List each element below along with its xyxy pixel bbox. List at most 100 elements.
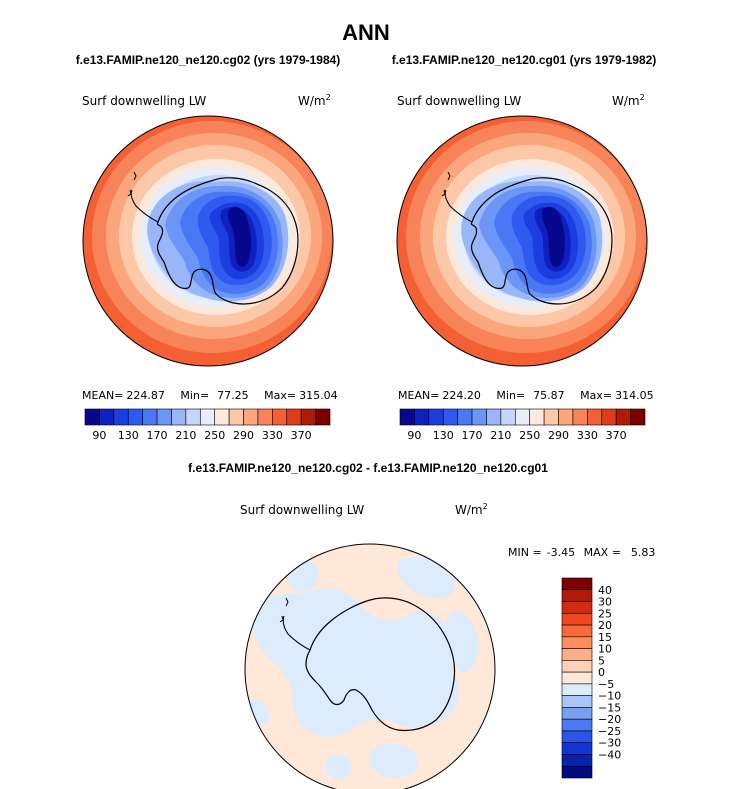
colorbar-swatch: [272, 408, 288, 426]
colorbar-tick-label: 250: [519, 429, 540, 442]
colorbar-swatch: [561, 577, 593, 591]
colorbar-tick-label: 170: [147, 429, 168, 442]
colorbar-swatch: [630, 408, 646, 426]
contour-band-minus5-to-0: [324, 754, 352, 780]
colorbar-swatch: [142, 408, 158, 426]
colorbar-tick-label: −25: [598, 725, 621, 738]
colorbar-swatch: [113, 408, 129, 426]
colorbar-tick-label: 15: [598, 631, 612, 644]
colorbar-tick-label: −5: [598, 678, 614, 691]
colorbar-swatch: [561, 707, 593, 720]
coastline-islands: [279, 597, 289, 623]
coastline-islands: [441, 171, 451, 197]
colorbar-swatch: [587, 408, 603, 426]
panel-left: f.e13.FAMIP.ne120_ne120.cg02 (yrs 1979-1…: [76, 53, 341, 442]
panel-left-map: [83, 116, 333, 366]
panel-left-units: W/m2: [298, 93, 331, 108]
colorbar-tick-label: −10: [598, 690, 621, 703]
panel-right-case-title: f.e13.FAMIP.ne120_ne120.cg01 (yrs 1979-1…: [392, 53, 657, 67]
panel-left-case-title: f.e13.FAMIP.ne120_ne120.cg02 (yrs 1979-1…: [76, 53, 341, 67]
colorbar-swatch: [561, 589, 593, 602]
contour-band-minus5-to-0: [397, 556, 456, 599]
panel-diff: f.e13.FAMIP.ne120_ne120.cg02 - f.e13.FAM…: [188, 461, 655, 789]
colorbar-tick-label: 370: [606, 429, 627, 442]
colorbar-swatch: [529, 408, 545, 426]
colorbar-tick-label: 170: [462, 429, 483, 442]
contour-band-minus5-to-0: [369, 742, 419, 779]
colorbar-swatch: [561, 695, 593, 708]
colorbar-swatch: [214, 408, 230, 426]
contour-band-70: [227, 206, 251, 268]
contour-band-minus5-to-0: [252, 588, 459, 738]
colorbar-tick-label: 250: [204, 429, 225, 442]
colorbar-tick-label: −15: [598, 701, 621, 714]
colorbar-tick-label: 290: [548, 429, 569, 442]
colorbar-swatch: [601, 408, 617, 426]
colorbar-tick-label: 0: [598, 666, 605, 679]
colorbar-tick-label: 330: [262, 429, 283, 442]
coastline-islands: [127, 171, 137, 197]
colorbar-swatch: [471, 408, 487, 426]
coastline-antarctica: [156, 177, 299, 305]
colorbar-tick-label: 210: [490, 429, 511, 442]
colorbar-swatch: [561, 624, 593, 638]
colorbar-tick-label: 330: [577, 429, 598, 442]
panel-diff-map-border: [244, 543, 496, 789]
colorbar-swatch: [561, 683, 593, 696]
colorbar-tick-label: 130: [118, 429, 139, 442]
panel-right-map-border: [396, 115, 648, 367]
colorbar-swatch: [84, 408, 100, 426]
colorbar-swatch: [486, 408, 502, 426]
colorbar-swatch: [561, 601, 593, 614]
panel-left-variable: Surf downwelling LW: [82, 94, 206, 108]
panel-left-stats: MEAN= 224.87 Min= 77.25 Max= 315.04: [82, 389, 338, 402]
colorbar-swatch: [500, 408, 516, 426]
figure-title: ANN: [342, 20, 390, 45]
colorbar-swatch: [561, 612, 593, 626]
colorbar-swatch: [561, 718, 593, 732]
colorbar-swatch: [127, 408, 143, 426]
colorbar-swatch: [442, 408, 458, 426]
colorbar-swatch: [561, 671, 593, 685]
panel-right-stats: MEAN= 224.20 Min= 75.87 Max= 314.05: [398, 389, 654, 402]
colorbar-swatch: [561, 660, 593, 673]
colorbar-swatch: [99, 408, 115, 426]
colorbar-swatch: [228, 408, 244, 426]
colorbar-tick-label: −20: [598, 713, 621, 726]
colorbar-swatch: [543, 408, 559, 426]
colorbar-swatch: [514, 408, 531, 426]
colorbar-swatch: [171, 408, 187, 426]
colorbar-tick-label: 130: [433, 429, 454, 442]
panel-left-colorbar: 90 130 170 210 250 290 330 370: [84, 408, 331, 442]
panel-right-colorbar: 90 130 170 210 250 290 330 370: [399, 408, 646, 442]
colorbar-swatch: [199, 408, 216, 426]
colorbar-tick-label: 40: [598, 584, 612, 597]
panel-diff-variable: Surf downwelling LW: [240, 503, 364, 517]
colorbar-swatch: [457, 408, 473, 426]
colorbar-swatch: [315, 408, 331, 426]
coastline-antarctica: [305, 597, 456, 732]
colorbar-tick-label: 210: [175, 429, 196, 442]
colorbar-swatch: [399, 408, 415, 426]
colorbar-tick-label: 90: [92, 429, 106, 442]
colorbar-tick-label: 290: [233, 429, 254, 442]
panel-left-map-border: [82, 115, 334, 367]
panel-diff-map: [245, 544, 495, 789]
colorbar-swatch: [243, 408, 259, 426]
coastline-antarctica: [470, 177, 613, 305]
colorbar-tick-label: −40: [598, 748, 621, 761]
colorbar-swatch: [286, 408, 302, 426]
colorbar-swatch: [561, 648, 593, 661]
panel-right: f.e13.FAMIP.ne120_ne120.cg01 (yrs 1979-1…: [392, 53, 657, 442]
panel-diff-case-title: f.e13.FAMIP.ne120_ne120.cg02 - f.e13.FAM…: [188, 461, 548, 475]
colorbar-swatch: [572, 408, 588, 426]
colorbar-swatch: [414, 408, 430, 426]
colorbar-swatch: [561, 765, 593, 779]
colorbar-swatch: [300, 408, 316, 426]
colorbar-tick-label: 90: [407, 429, 421, 442]
coastline-peninsula: [282, 615, 311, 651]
panel-right-map: [397, 116, 647, 366]
colorbar-tick-label: 5: [598, 654, 605, 667]
